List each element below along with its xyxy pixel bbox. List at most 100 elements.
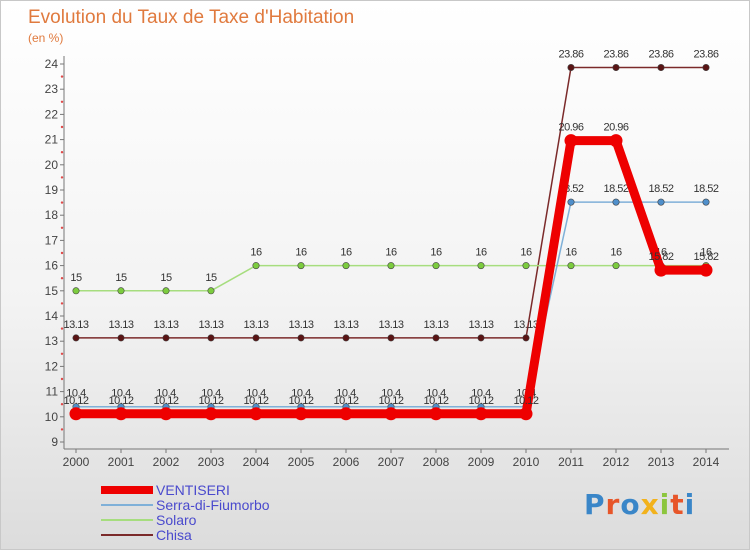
x-tick-label: 2003 (198, 455, 225, 469)
data-point (207, 287, 215, 295)
proxiti-logo[interactable]: Proxiti (584, 488, 695, 521)
data-point (474, 407, 488, 421)
y-minor-tick (60, 151, 64, 154)
x-tick-label: 2005 (288, 455, 315, 469)
legend-label: Chisa (156, 527, 192, 543)
data-label: 13.13 (288, 319, 313, 331)
data-point (699, 263, 713, 277)
data-label: 20.96 (603, 122, 628, 134)
y-minor-tick (60, 302, 64, 305)
data-label: 10.12 (333, 395, 358, 407)
data-label: 18.52 (693, 183, 718, 195)
data-label: 10.12 (288, 395, 313, 407)
data-point (429, 407, 443, 421)
data-label: 10.4 (156, 388, 176, 400)
y-tick-label: 10 (45, 410, 59, 424)
y-tick-label: 19 (45, 183, 59, 197)
data-label: 18.52 (648, 183, 673, 195)
x-tick-label: 2008 (423, 455, 450, 469)
data-point (72, 334, 80, 342)
legend-item-ventiseri[interactable]: VENTISERI (101, 483, 341, 498)
data-label: 10.12 (243, 395, 268, 407)
legend-swatch (101, 486, 153, 494)
data-point (117, 334, 125, 342)
data-label: 13.13 (198, 319, 223, 331)
data-label: 15 (70, 272, 82, 284)
x-tick-label: 2002 (153, 455, 180, 469)
y-minor-tick (60, 377, 64, 381)
data-label: 10.12 (108, 395, 133, 407)
y-tick-label: 18 (45, 208, 59, 222)
x-tick-label: 2004 (243, 455, 270, 469)
logo-letter: i (659, 488, 671, 521)
data-label: 10.12 (513, 395, 538, 407)
data-point (564, 134, 578, 148)
data-label: 10.12 (153, 395, 178, 407)
legend-swatch (101, 534, 153, 536)
data-label: 16 (475, 247, 487, 259)
data-label: 16 (520, 247, 532, 259)
data-point (162, 287, 170, 295)
data-point (69, 407, 83, 421)
data-point (567, 262, 575, 270)
legend-item-chisa[interactable]: Chisa (101, 528, 341, 543)
data-point (657, 64, 665, 72)
data-point (297, 262, 305, 270)
data-label: 13.13 (423, 319, 448, 331)
logo-letter: r (605, 488, 621, 521)
y-minor-tick (60, 226, 64, 229)
data-label: 13.13 (333, 319, 358, 331)
legend-swatch (101, 519, 153, 521)
y-tick-label: 16 (45, 259, 59, 273)
data-point (114, 407, 128, 421)
data-point (387, 334, 395, 342)
data-label: 13.13 (378, 319, 403, 331)
data-point (519, 407, 533, 421)
y-tick-label: 9 (51, 435, 58, 449)
data-point (612, 64, 620, 72)
legend: VENTISERI Serra-di-Fiumorbo Solaro Chisa (101, 483, 341, 543)
logo-letter: P (584, 488, 606, 521)
y-minor-tick (60, 201, 64, 204)
y-minor-tick (60, 75, 64, 78)
data-point (252, 262, 260, 270)
y-tick-label: 13 (45, 334, 59, 348)
data-label: 15.82 (693, 251, 718, 263)
data-point (702, 198, 710, 206)
data-label: 10.4 (471, 388, 491, 400)
y-tick-label: 14 (45, 309, 59, 323)
data-point (522, 334, 530, 342)
x-tick-label: 2001 (108, 455, 135, 469)
y-minor-tick (60, 428, 64, 431)
data-label: 23.86 (648, 49, 673, 61)
y-minor-tick (60, 403, 64, 406)
x-tick-label: 2010 (513, 455, 540, 469)
data-label: 10.4 (291, 388, 311, 400)
data-point (72, 287, 80, 295)
legend-label: VENTISERI (156, 482, 230, 498)
data-point (432, 334, 440, 342)
data-point (159, 407, 173, 421)
data-label: 15 (115, 272, 127, 284)
x-tick-label: 2009 (468, 455, 495, 469)
data-label: 16 (430, 247, 442, 259)
legend-item-serra-di-fiumorbo[interactable]: Serra-di-Fiumorbo (101, 498, 341, 513)
data-point (249, 407, 263, 421)
data-point (522, 262, 530, 270)
data-label: 13.13 (243, 319, 268, 331)
data-point (702, 64, 710, 72)
data-label: 15 (160, 272, 172, 284)
data-label: 16 (295, 247, 307, 259)
y-tick-label: 20 (45, 158, 59, 172)
legend-item-solaro[interactable]: Solaro (101, 513, 341, 528)
y-tick-label: 12 (45, 359, 59, 373)
data-point (567, 64, 575, 72)
data-label: 20.96 (558, 122, 583, 134)
x-tick-label: 2000 (63, 455, 90, 469)
y-tick-label: 15 (45, 284, 59, 298)
data-point (294, 407, 308, 421)
data-label: 16 (385, 247, 397, 259)
data-label: 10.4 (381, 388, 401, 400)
